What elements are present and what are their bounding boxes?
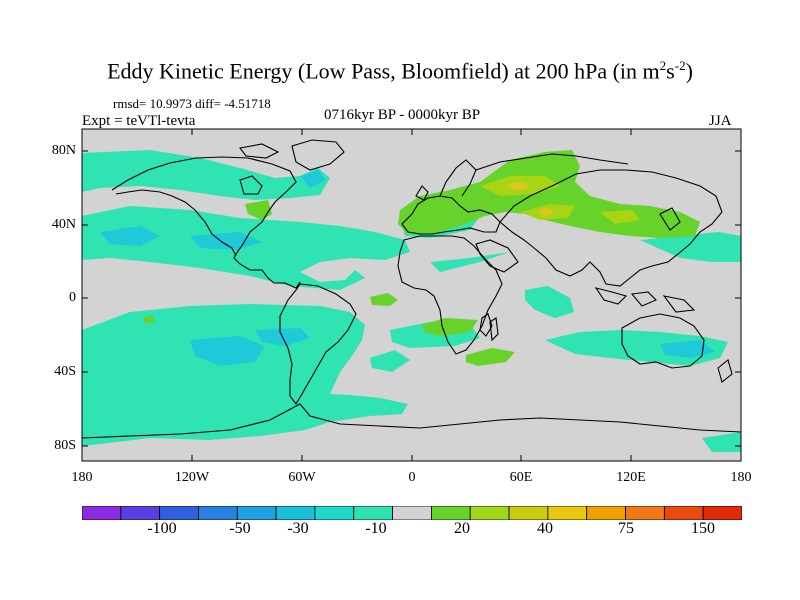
chart-title: Eddy Kinetic Energy (Low Pass, Bloomfiel… bbox=[107, 58, 693, 84]
season-label: JJA bbox=[709, 113, 732, 129]
colorbar-label: -30 bbox=[287, 520, 309, 537]
negative-anomaly-regions bbox=[82, 150, 741, 452]
lat-label: 40N bbox=[51, 217, 76, 232]
colorbar-box bbox=[663, 506, 704, 520]
colorbar-box bbox=[508, 506, 549, 520]
colorbar-box bbox=[469, 506, 510, 520]
colorbar-box bbox=[547, 506, 588, 520]
coastlines bbox=[82, 139, 741, 439]
colorbar-box bbox=[353, 506, 393, 520]
lat-label: 80N bbox=[51, 143, 76, 158]
colorbar-box bbox=[625, 506, 665, 520]
stats-label: rmsd= 10.9973 diff= -4.51718 bbox=[113, 96, 271, 111]
colorbar-label: 150 bbox=[691, 520, 715, 537]
colorbar-box bbox=[275, 506, 316, 520]
colorbar-label: 75 bbox=[618, 520, 634, 537]
lon-label: 120E bbox=[616, 470, 646, 485]
colorbar-box bbox=[236, 506, 277, 520]
lon-label: 120W bbox=[174, 470, 210, 485]
positive-peak-regions bbox=[508, 182, 553, 216]
colorbar-box bbox=[314, 506, 355, 520]
lon-label: 180 bbox=[71, 470, 93, 485]
period-label: 0716kyr BP - 0000kyr BP bbox=[324, 107, 481, 123]
colorbar-label: -100 bbox=[147, 520, 177, 537]
colorbar-box bbox=[586, 506, 626, 520]
colorbar-label: -50 bbox=[229, 520, 251, 537]
colorbar-box bbox=[431, 506, 471, 520]
lat-label: 40S bbox=[54, 364, 76, 379]
lon-label: 0 bbox=[408, 470, 416, 485]
colorbar-box bbox=[159, 506, 199, 520]
colorbar-box bbox=[198, 506, 238, 520]
colorbar-label: 20 bbox=[454, 520, 470, 537]
lon-label: 180 bbox=[730, 470, 752, 485]
colorbar-box bbox=[392, 506, 432, 520]
colorbar bbox=[82, 506, 742, 520]
lat-label: 80S bbox=[54, 438, 76, 453]
colorbar-label: 40 bbox=[537, 520, 553, 537]
map-ticks bbox=[81, 129, 742, 461]
lon-label: 60E bbox=[509, 470, 533, 485]
colorbar-box bbox=[702, 506, 742, 520]
colorbar-box bbox=[82, 506, 122, 520]
lon-label: 60W bbox=[288, 470, 316, 485]
colorbar-label: -10 bbox=[365, 520, 387, 537]
experiment-label: Expt = teVTl-tevta bbox=[82, 113, 196, 129]
lat-label: 0 bbox=[69, 290, 76, 305]
colorbar-box bbox=[120, 506, 161, 520]
